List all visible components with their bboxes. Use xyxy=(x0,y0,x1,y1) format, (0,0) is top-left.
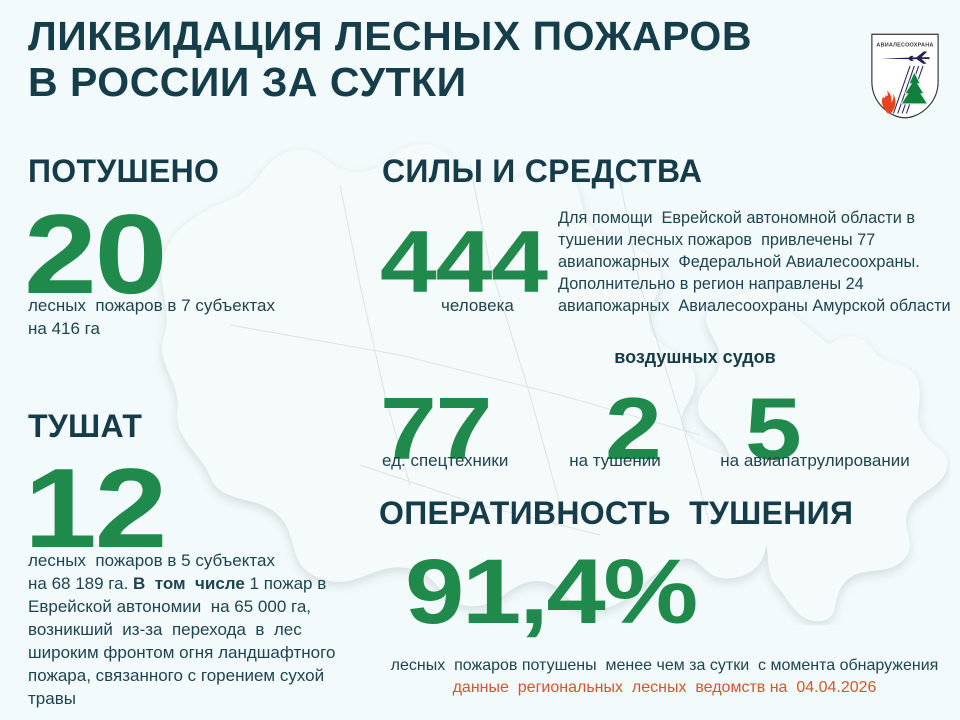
svg-text:АВИАЛЕСООХРАНА: АВИАЛЕСООХРАНА xyxy=(876,42,933,48)
